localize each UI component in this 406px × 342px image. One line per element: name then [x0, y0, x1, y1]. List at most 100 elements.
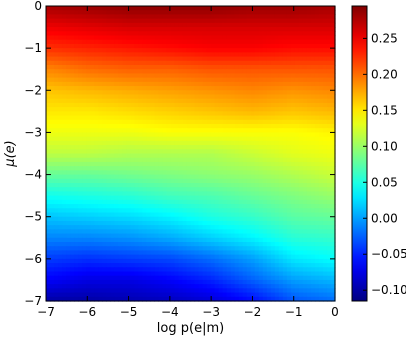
heatmap-cell	[218, 6, 224, 11]
heatmap-cell	[190, 229, 196, 235]
heatmap-cell	[286, 216, 292, 222]
heatmap-cell	[270, 35, 276, 41]
heatmap-cell	[142, 191, 147, 197]
heatmap-cell	[170, 178, 176, 184]
heatmap-cell	[326, 166, 332, 171]
heatmap-cell	[154, 153, 159, 159]
heatmap-cell	[198, 288, 204, 294]
heatmap-cell	[162, 178, 168, 184]
heatmap-cell	[306, 178, 312, 184]
heatmap-cell	[162, 107, 168, 112]
heatmap-cell	[322, 77, 328, 83]
heatmap-cell	[186, 14, 192, 20]
heatmap-cell	[62, 86, 67, 91]
heatmap-cell	[174, 199, 180, 205]
heatmap-cell	[118, 250, 123, 256]
heatmap-cell	[218, 157, 224, 163]
heatmap-cell	[238, 145, 244, 150]
heatmap-cell	[322, 90, 328, 96]
heatmap-cell	[254, 187, 260, 193]
heatmap-cell	[98, 216, 103, 222]
heatmap-cell	[294, 229, 300, 235]
heatmap-cell	[186, 204, 192, 209]
heatmap-cell	[302, 52, 308, 58]
heatmap-cell	[86, 111, 91, 117]
heatmap-cell	[318, 288, 324, 294]
heatmap-cell	[178, 98, 184, 104]
heatmap-cell	[126, 119, 131, 125]
heatmap-cell	[146, 199, 151, 205]
heatmap-cell	[102, 183, 107, 188]
heatmap-cell	[214, 90, 220, 96]
heatmap-cell	[74, 258, 79, 264]
heatmap-cell	[138, 140, 143, 146]
heatmap-cell	[174, 115, 180, 121]
heatmap-cell	[142, 14, 147, 20]
heatmap-cell	[226, 65, 232, 70]
heatmap-cell	[190, 275, 196, 281]
heatmap-cell	[230, 199, 236, 205]
heatmap-cell	[198, 187, 204, 193]
heatmap-cell	[214, 208, 220, 214]
heatmap-cell	[274, 111, 280, 117]
heatmap-cell	[234, 60, 240, 66]
heatmap-cell	[118, 124, 123, 129]
heatmap-cell	[226, 263, 232, 268]
heatmap-cell	[286, 233, 292, 239]
heatmap-cell	[158, 204, 163, 209]
heatmap-cell	[54, 195, 59, 201]
heatmap-cell	[270, 22, 276, 28]
heatmap-cell	[174, 60, 180, 66]
heatmap-cell	[222, 77, 228, 83]
heatmap-cell	[250, 31, 256, 37]
heatmap-cell	[246, 267, 252, 273]
heatmap-cell	[250, 246, 256, 252]
heatmap-cell	[302, 31, 308, 37]
heatmap-cell	[290, 183, 296, 188]
heatmap-cell	[306, 90, 312, 96]
heatmap-cell	[258, 69, 264, 75]
heatmap-cell	[130, 271, 135, 277]
heatmap-cell	[282, 208, 288, 214]
heatmap-cell	[118, 14, 123, 20]
heatmap-cell	[186, 229, 192, 235]
heatmap-cell	[130, 191, 135, 197]
heatmap-cell	[270, 132, 276, 138]
heatmap-cell	[214, 220, 220, 226]
heatmap-cell	[70, 288, 75, 294]
heatmap-cell	[234, 267, 240, 273]
heatmap-cell	[230, 115, 236, 121]
heatmap-cell	[202, 22, 208, 28]
heatmap-cell	[142, 237, 147, 243]
heatmap-cell	[166, 170, 172, 176]
heatmap-cell	[294, 204, 300, 209]
heatmap-cell	[238, 267, 244, 273]
heatmap-cell	[258, 199, 264, 205]
heatmap-cell	[70, 229, 75, 235]
heatmap-cell	[134, 263, 139, 268]
heatmap-cell	[54, 86, 59, 91]
heatmap-cell	[258, 140, 264, 146]
heatmap-cell	[330, 86, 336, 91]
heatmap-cell	[318, 69, 324, 75]
heatmap-cell	[150, 94, 155, 100]
heatmap-cell	[150, 90, 155, 96]
heatmap-cell	[226, 94, 232, 100]
heatmap-cell	[234, 187, 240, 193]
heatmap-cell	[94, 246, 99, 252]
heatmap-cell	[258, 94, 264, 100]
heatmap-cell	[74, 18, 79, 24]
heatmap-cell	[138, 81, 143, 87]
heatmap-cell	[310, 86, 316, 91]
heatmap-cell	[86, 170, 91, 176]
heatmap-cell	[314, 292, 320, 298]
heatmap-cell	[222, 98, 228, 104]
heatmap-cell	[70, 73, 75, 79]
heatmap-cell	[62, 128, 67, 134]
heatmap-cell	[154, 233, 159, 239]
heatmap-cell	[322, 157, 328, 163]
heatmap-cell	[174, 292, 180, 298]
heatmap-cell	[222, 199, 228, 205]
heatmap-cell	[166, 216, 172, 222]
heatmap-cell	[322, 178, 328, 184]
